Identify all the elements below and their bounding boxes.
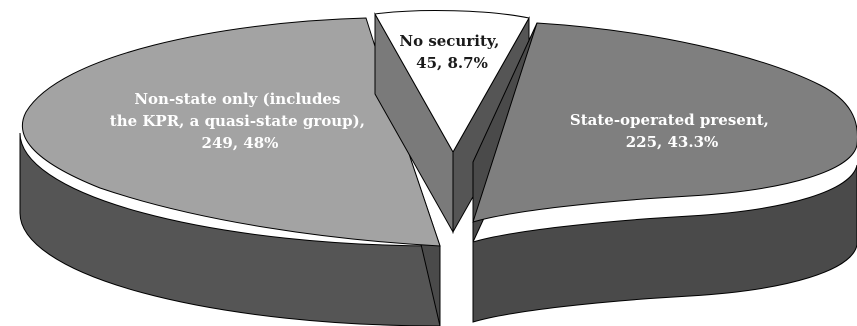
pie-label-non-state-line-2: the KPR, a quasi-state group), — [110, 112, 365, 130]
pie-label-state-operated: State-operated present, 225, 43.3% — [570, 111, 774, 151]
pie-slice-no-security-top — [374, 10, 530, 154]
pie-label-state-operated-line-1: State-operated present, — [570, 111, 769, 129]
pie-label-non-state-line-3: 249, 48% — [202, 134, 279, 152]
pie-label-no-security-line-2: 45, 8.7% — [416, 54, 488, 72]
pie-slice-non-state: Non-state only (includes the KPR, a quas… — [19, 17, 441, 326]
pie-label-state-operated-line-2: 225, 43.3% — [626, 133, 719, 151]
pie-label-no-security-line-1: No security, — [399, 32, 499, 50]
pie-slice-state-operated: State-operated present, 225, 43.3% — [472, 22, 857, 323]
pie-label-no-security: No security, 45, 8.7% — [399, 32, 504, 72]
pie-slice-state-operated-side — [472, 164, 857, 323]
pie-label-non-state-line-1: Non-state only (includes — [134, 90, 340, 108]
pie-slice-non-state-top — [21, 17, 441, 247]
pie-label-non-state: Non-state only (includes the KPR, a quas… — [110, 90, 370, 152]
pie-slice-non-state-side — [19, 132, 441, 326]
